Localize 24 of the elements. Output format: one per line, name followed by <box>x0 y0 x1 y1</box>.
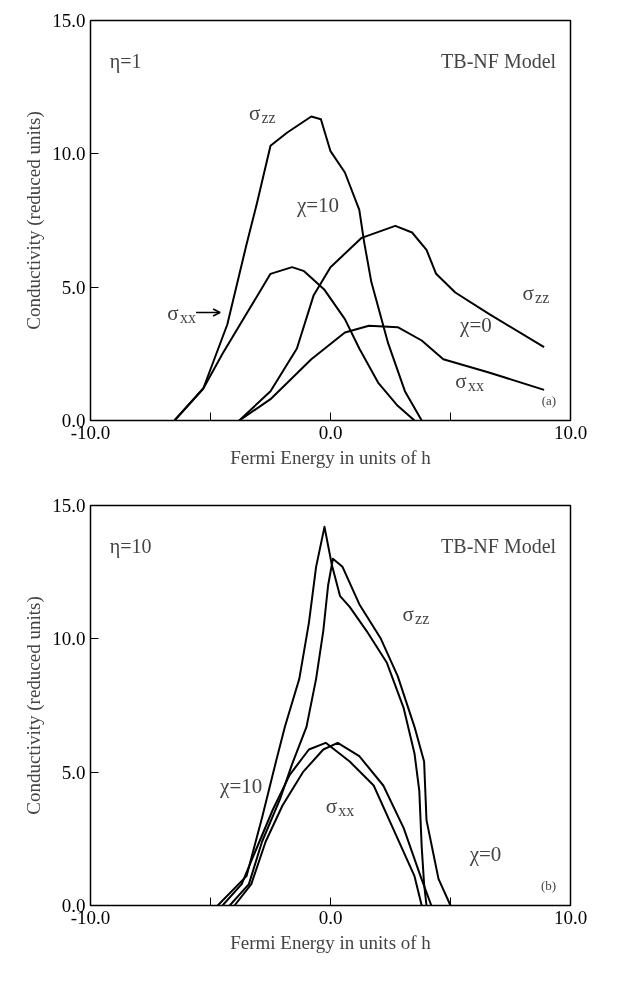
annotation: η=1 <box>109 49 142 73</box>
y-tick-label: 10.0 <box>52 628 86 650</box>
y-axis-title: Conductivity (reduced units) <box>23 596 46 815</box>
x-tick-label: 0.0 <box>318 906 343 928</box>
y-tick-label: 10.0 <box>52 143 86 165</box>
annotation: (b) <box>540 878 557 893</box>
y-tick-label: 15.0 <box>52 495 86 516</box>
y-tick-label: 5.0 <box>61 276 86 298</box>
y-axis-title: Conductivity (reduced units) <box>23 111 46 330</box>
annotation: χ=10 <box>295 192 340 217</box>
x-tick-label: 0.0 <box>318 421 343 443</box>
annotation: TB-NF Model <box>441 534 557 557</box>
annotation: χ=0 <box>468 841 502 866</box>
annotation: TB-NF Model <box>441 49 557 72</box>
y-tick-label: 5.0 <box>61 761 86 783</box>
annotation: χ=10 <box>219 773 263 798</box>
y-tick-label: 15.0 <box>52 10 86 31</box>
annotation: (a) <box>541 393 557 408</box>
x-tick-label: 10.0 <box>553 421 588 443</box>
x-axis-title: Fermi Energy in units of h <box>230 931 432 953</box>
x-tick-label: 10.0 <box>553 906 588 928</box>
annotation: χ=0 <box>459 312 492 337</box>
x-axis-title: Fermi Energy in units of h <box>230 446 432 468</box>
annotation: η=10 <box>109 534 152 558</box>
